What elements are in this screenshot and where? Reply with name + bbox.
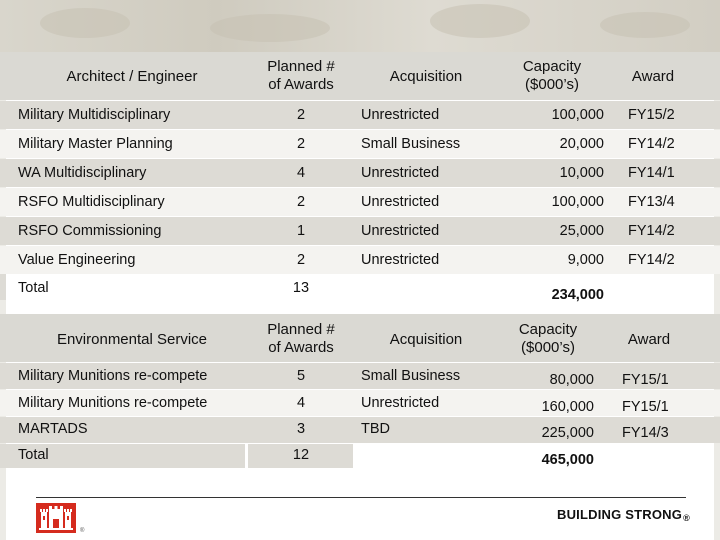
table-total-row: Total 13 234,000 — [0, 275, 720, 305]
table-total-row: Total 12 465,000 — [0, 444, 720, 474]
table-row: MARTADS 3 TBD 225,000 FY14/3 — [0, 417, 720, 443]
table-row: RSFO Commissioning 1 Unrestricted 25,000… — [0, 217, 720, 245]
registered-mark: ® — [683, 513, 690, 523]
header-award: Award — [627, 331, 671, 348]
total-capacity: 465,000 — [541, 452, 594, 468]
table-row: Value Engineering 2 Unrestricted 9,000 F… — [0, 246, 720, 274]
header-capacity: Capacity ($000’s) — [522, 58, 582, 93]
footer-divider — [36, 497, 686, 498]
header-acquisition: Acquisition — [389, 68, 463, 85]
header-planned-awards: Planned # of Awards — [267, 321, 335, 356]
table-row: WA Multidisciplinary 4 Unrestricted 10,0… — [0, 159, 720, 187]
total-planned: 13 — [292, 280, 310, 296]
header-award: Award — [631, 68, 675, 85]
header-band — [0, 0, 720, 52]
castle-icon — [36, 503, 76, 533]
building-strong-slogan: BUILDING STRONG® — [557, 507, 690, 523]
total-label: Total — [18, 447, 49, 463]
total-capacity: 234,000 — [551, 287, 604, 303]
logo-registered-mark: ® — [80, 528, 85, 534]
total-label: Total — [18, 280, 49, 296]
header-capacity: Capacity ($000’s) — [518, 321, 578, 356]
table-header-row: Architect / Engineer Planned # of Awards… — [0, 52, 720, 100]
table-header-row: Environmental Service Planned # of Award… — [0, 314, 720, 362]
header-environmental-service: Environmental Service — [56, 331, 208, 348]
header-planned-awards: Planned # of Awards — [267, 58, 335, 93]
header-acquisition: Acquisition — [389, 331, 463, 348]
table-row: RSFO Multidisciplinary 2 Unrestricted 10… — [0, 188, 720, 216]
table-row: Military Multidisciplinary 2 Unrestricte… — [0, 101, 720, 129]
table-row: Military Munitions re-compete 5 Small Bu… — [0, 363, 720, 389]
table-row: Military Master Planning 2 Small Busines… — [0, 130, 720, 158]
header-architect-engineer: Architect / Engineer — [66, 68, 198, 85]
table-row: Military Munitions re-compete 4 Unrestri… — [0, 390, 720, 416]
total-planned: 12 — [292, 447, 310, 463]
